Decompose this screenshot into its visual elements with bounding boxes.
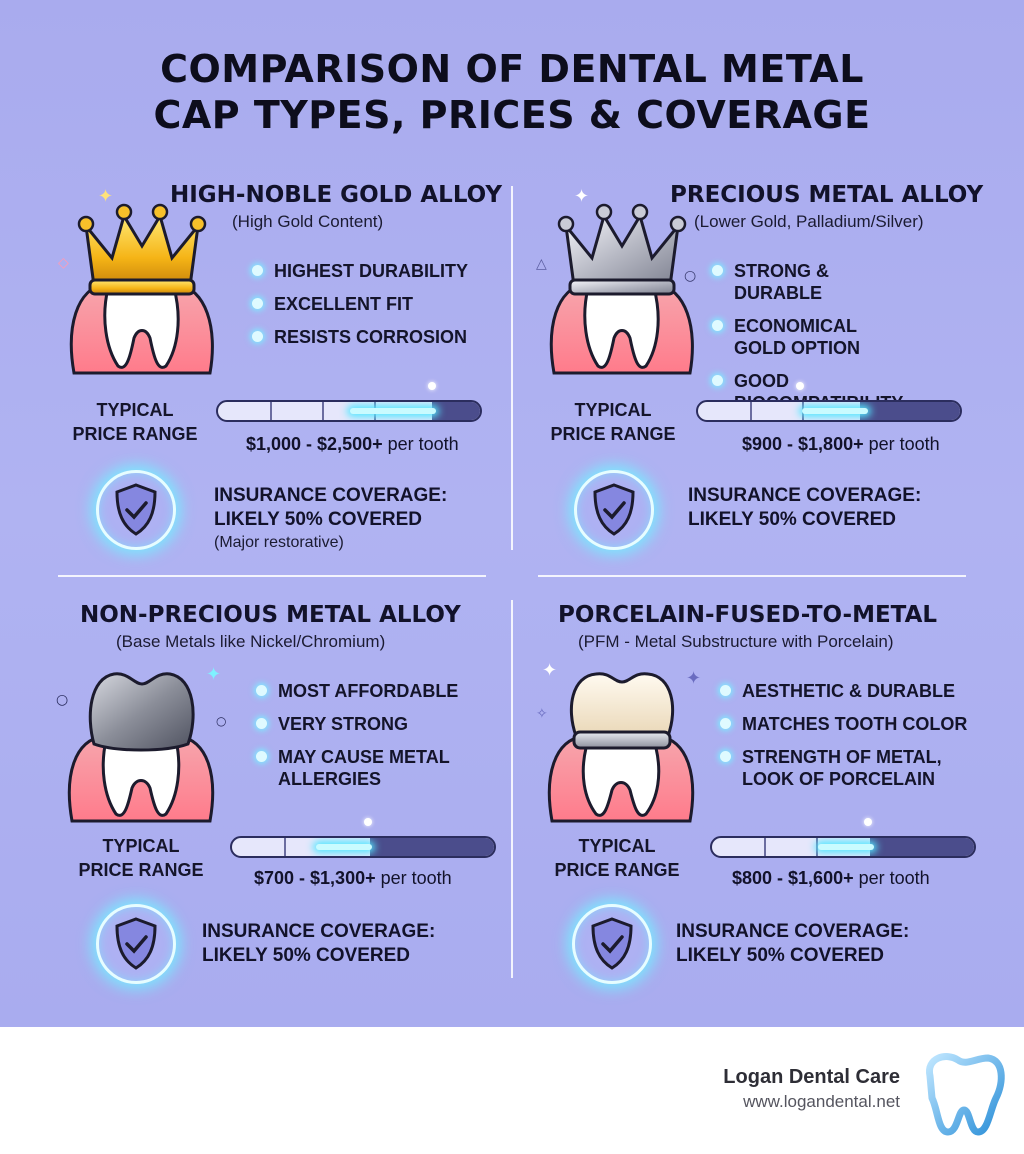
card-subtitle: (Base Metals like Nickel/Chromium) bbox=[116, 632, 386, 651]
feature-item: AESTHETIC & DURABLE bbox=[720, 680, 980, 702]
card-subtitle: (High Gold Content) bbox=[232, 212, 384, 231]
triangle-icon: △ bbox=[536, 256, 547, 272]
bullet-dot-icon bbox=[712, 265, 723, 276]
price-value: $700 - $1,300+ per tooth bbox=[254, 868, 452, 888]
feature-item: MATCHES TOOTH COLOR bbox=[720, 713, 980, 735]
feature-item: VERY STRONG bbox=[256, 713, 486, 735]
feature-item: ECONOMICAL GOLD OPTION bbox=[712, 315, 903, 359]
metal-cap-tooth-icon bbox=[67, 672, 215, 823]
insurance-badge bbox=[572, 904, 652, 984]
price-label: TYPICAL PRICE RANGE bbox=[72, 400, 198, 444]
insurance-badge bbox=[96, 904, 176, 984]
vertical-divider-top bbox=[511, 186, 513, 550]
price-marker-icon bbox=[428, 382, 436, 390]
feature-item: MOST AFFORDABLE bbox=[256, 680, 486, 702]
insurance-coverage: INSURANCE COVERAGE: LIKELY 50% COVERED bbox=[676, 921, 910, 966]
bullet-dot-icon bbox=[252, 265, 263, 276]
price-range-bar bbox=[216, 400, 482, 422]
card-title: NON-PRECIOUS METAL ALLOY bbox=[80, 602, 461, 628]
price-label: TYPICAL PRICE RANGE bbox=[78, 836, 204, 880]
card-non-precious-metal: NON-PRECIOUS METAL ALLOY (Base Metals li… bbox=[0, 0, 500, 984]
bullet-dot-icon bbox=[256, 718, 267, 729]
insurance-coverage: INSURANCE COVERAGE: LIKELY 50% COVERED bbox=[214, 485, 448, 530]
vertical-divider-bottom bbox=[511, 600, 513, 978]
sparkle-icon: ✦ bbox=[574, 186, 590, 207]
price-label: TYPICAL PRICE RANGE bbox=[550, 400, 676, 444]
gold-crown-icon bbox=[69, 203, 214, 375]
page-title-line-2: CAP TYPES, PRICES & COVERAGE bbox=[153, 93, 871, 137]
feature-item: RESISTS CORROSION bbox=[252, 326, 468, 348]
card-title: PRECIOUS METAL ALLOY bbox=[670, 182, 984, 208]
horizontal-divider-right bbox=[538, 575, 966, 577]
bullet-dot-icon bbox=[712, 375, 723, 386]
brand-url-link[interactable]: www.logandental.net bbox=[743, 1092, 900, 1111]
bullet-dot-icon bbox=[252, 298, 263, 309]
circle-icon: ○ bbox=[684, 268, 697, 284]
feature-list: MOST AFFORDABLE VERY STRONG MAY CAUSE ME… bbox=[256, 680, 486, 801]
sparkle-icon: ✦ bbox=[686, 668, 702, 689]
card-high-noble-gold: HIGH-NOBLE GOLD ALLOY (High Gold Content… bbox=[0, 0, 503, 551]
price-value: $800 - $1,600+ per tooth bbox=[732, 868, 930, 888]
price-marker-icon bbox=[364, 818, 372, 826]
feature-item: STRONG & DURABLE bbox=[712, 260, 903, 304]
feature-item: HIGHEST DURABILITY bbox=[252, 260, 468, 282]
card-porcelain-fused-to-metal: PORCELAIN-FUSED-TO-METAL (PFM - Metal Su… bbox=[0, 0, 976, 984]
shield-check-icon bbox=[115, 483, 157, 536]
insurance-badge bbox=[96, 470, 176, 550]
insurance-coverage: INSURANCE COVERAGE: LIKELY 50% COVERED bbox=[688, 485, 922, 530]
porcelain-tooth-icon bbox=[547, 672, 695, 823]
feature-item: STRENGTH OF METAL, LOOK OF PORCELAIN bbox=[720, 746, 980, 790]
shield-check-icon bbox=[593, 483, 635, 536]
price-label: TYPICAL PRICE RANGE bbox=[554, 836, 680, 880]
sparkle-icon: ✦ bbox=[542, 660, 558, 681]
bullet-dot-icon bbox=[720, 685, 731, 696]
price-range-bar bbox=[230, 836, 496, 858]
page-title: COMPARISON OF DENTAL METAL CAP TYPES, PR… bbox=[0, 46, 1024, 138]
feature-list: AESTHETIC & DURABLE MATCHES TOOTH COLOR … bbox=[720, 680, 980, 801]
card-title: PORCELAIN-FUSED-TO-METAL bbox=[558, 602, 938, 628]
feature-list: HIGHEST DURABILITY EXCELLENT FIT RESISTS… bbox=[252, 260, 468, 359]
sparkle-icon: ✦ bbox=[98, 186, 114, 207]
brand-name: Logan Dental Care bbox=[723, 1066, 900, 1088]
bullet-dot-icon bbox=[256, 751, 267, 762]
insurance-coverage: INSURANCE COVERAGE: LIKELY 50% COVERED bbox=[202, 921, 436, 966]
circle-icon: ○ bbox=[216, 714, 227, 728]
silver-crown-icon bbox=[549, 203, 694, 375]
circle-icon: ○ bbox=[56, 692, 69, 708]
card-subtitle: (PFM - Metal Substructure with Porcelain… bbox=[578, 632, 894, 651]
price-marker-icon bbox=[796, 382, 804, 390]
sparkle-icon: ◇ bbox=[58, 255, 69, 271]
bullet-dot-icon bbox=[720, 718, 731, 729]
bullet-dot-icon bbox=[720, 751, 731, 762]
insurance-badge bbox=[574, 470, 654, 550]
price-marker-icon bbox=[864, 818, 872, 826]
page-title-line-1: COMPARISON OF DENTAL METAL bbox=[160, 47, 864, 91]
insurance-note: (Major restorative) bbox=[214, 534, 344, 551]
feature-item: EXCELLENT FIT bbox=[252, 293, 468, 315]
sparkle-icon: ✦ bbox=[206, 664, 222, 685]
bullet-dot-icon bbox=[256, 685, 267, 696]
price-value: $900 - $1,800+ per tooth bbox=[742, 434, 940, 454]
bullet-dot-icon bbox=[252, 331, 263, 342]
bullet-dot-icon bbox=[712, 320, 723, 331]
shield-check-icon bbox=[591, 917, 633, 970]
price-range-bar bbox=[696, 400, 962, 422]
price-range-bar bbox=[710, 836, 976, 858]
tooth-logo-icon bbox=[926, 1053, 1005, 1136]
horizontal-divider-left bbox=[58, 575, 486, 577]
feature-item: MAY CAUSE METAL ALLERGIES bbox=[256, 746, 486, 790]
sparkle-icon: ✧ bbox=[536, 706, 548, 722]
card-subtitle: (Lower Gold, Palladium/Silver) bbox=[694, 212, 924, 231]
price-value: $1,000 - $2,500+ per tooth bbox=[246, 434, 459, 454]
shield-check-icon bbox=[115, 917, 157, 970]
card-title: HIGH-NOBLE GOLD ALLOY bbox=[170, 182, 503, 208]
card-precious-metal: PRECIOUS METAL ALLOY (Lower Gold, Pallad… bbox=[0, 0, 983, 550]
